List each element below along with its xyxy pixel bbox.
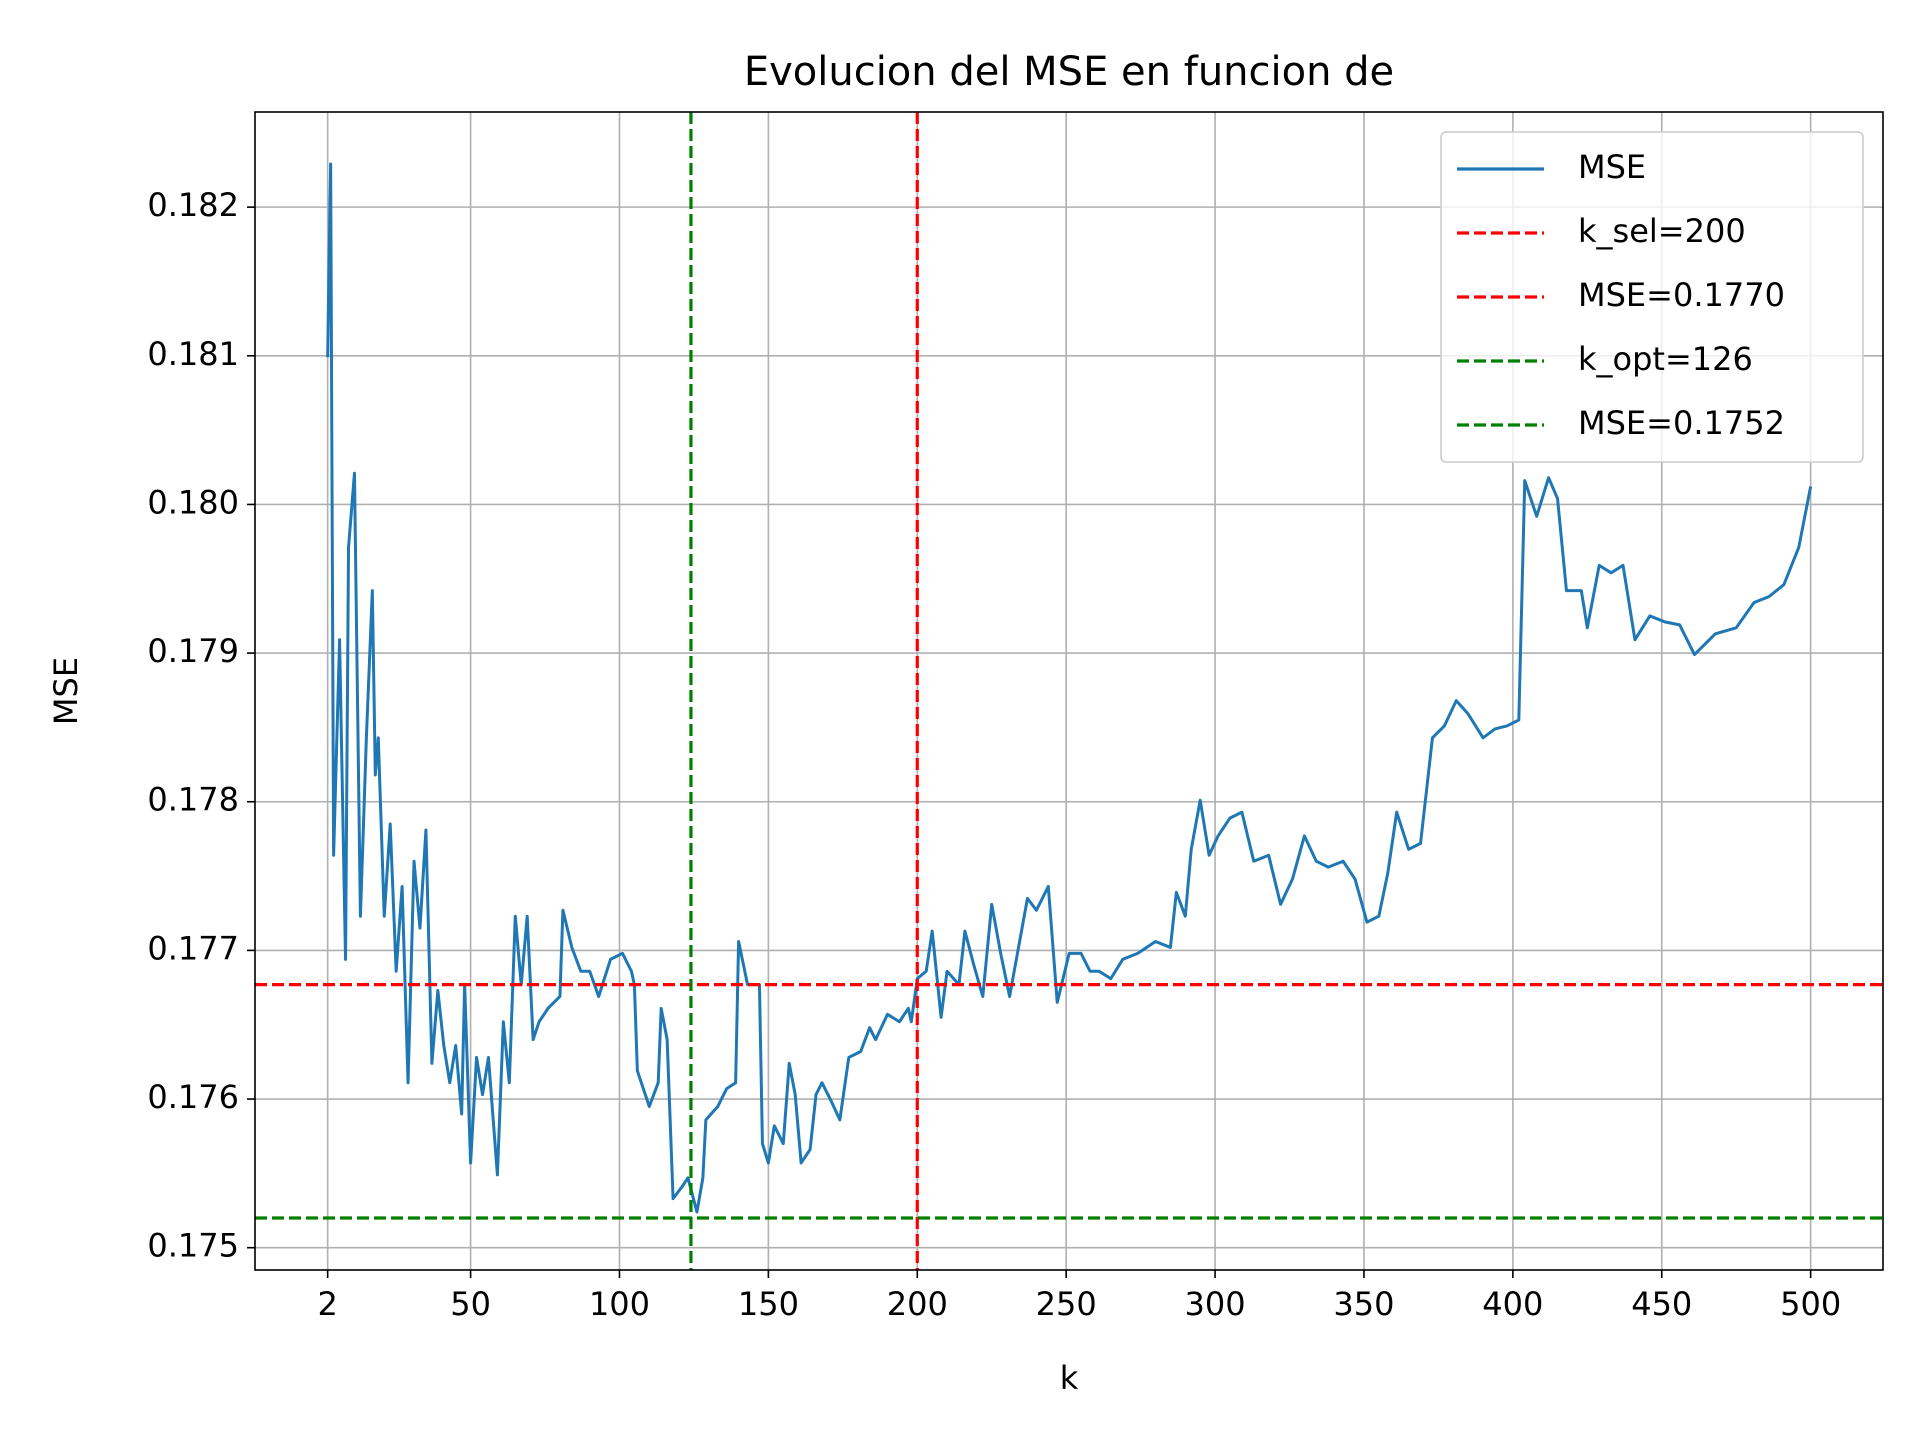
legend-label: MSE=0.1752 [1578, 404, 1785, 442]
x-tick-label: 200 [887, 1285, 948, 1323]
y-axis-label: MSE [47, 657, 85, 725]
chart-title: Evolucion del MSE en funcion de [744, 49, 1394, 95]
y-tick-label: 0.181 [147, 335, 239, 373]
legend-label: k_opt=126 [1578, 340, 1753, 378]
x-tick-label: 300 [1185, 1285, 1246, 1323]
x-axis-label: k [1060, 1359, 1079, 1397]
legend-label: k_sel=200 [1578, 212, 1746, 250]
x-tick-label: 150 [738, 1285, 799, 1323]
y-tick-label: 0.179 [147, 632, 239, 670]
y-tick-label: 0.180 [147, 483, 239, 521]
x-tick-label: 400 [1482, 1285, 1543, 1323]
x-tick-label: 250 [1036, 1285, 1097, 1323]
y-tick-label: 0.176 [147, 1078, 239, 1116]
plot-frame [254, 111, 1884, 1271]
legend-label: MSE [1578, 148, 1646, 186]
legend-box [1440, 131, 1864, 463]
legend-label: MSE=0.1770 [1578, 276, 1785, 314]
x-tick-label: 50 [450, 1285, 491, 1323]
y-tick-label: 0.177 [147, 929, 239, 967]
x-tick-label: 100 [589, 1285, 650, 1323]
y-tick-label: 0.178 [147, 781, 239, 819]
x-tick-label: 450 [1631, 1285, 1692, 1323]
data-line [326, 162, 1813, 1214]
x-tick-label: 2 [317, 1285, 337, 1323]
y-tick-label: 0.182 [147, 186, 239, 224]
y-tick-label: 0.175 [147, 1227, 239, 1265]
x-tick-label: 350 [1333, 1285, 1394, 1323]
x-tick-label: 500 [1780, 1285, 1841, 1323]
